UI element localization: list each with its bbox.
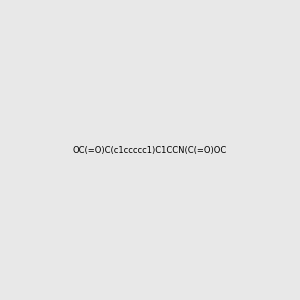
Text: OC(=O)C(c1ccccc1)C1CCN(C(=O)OC: OC(=O)C(c1ccccc1)C1CCN(C(=O)OC — [73, 146, 227, 154]
